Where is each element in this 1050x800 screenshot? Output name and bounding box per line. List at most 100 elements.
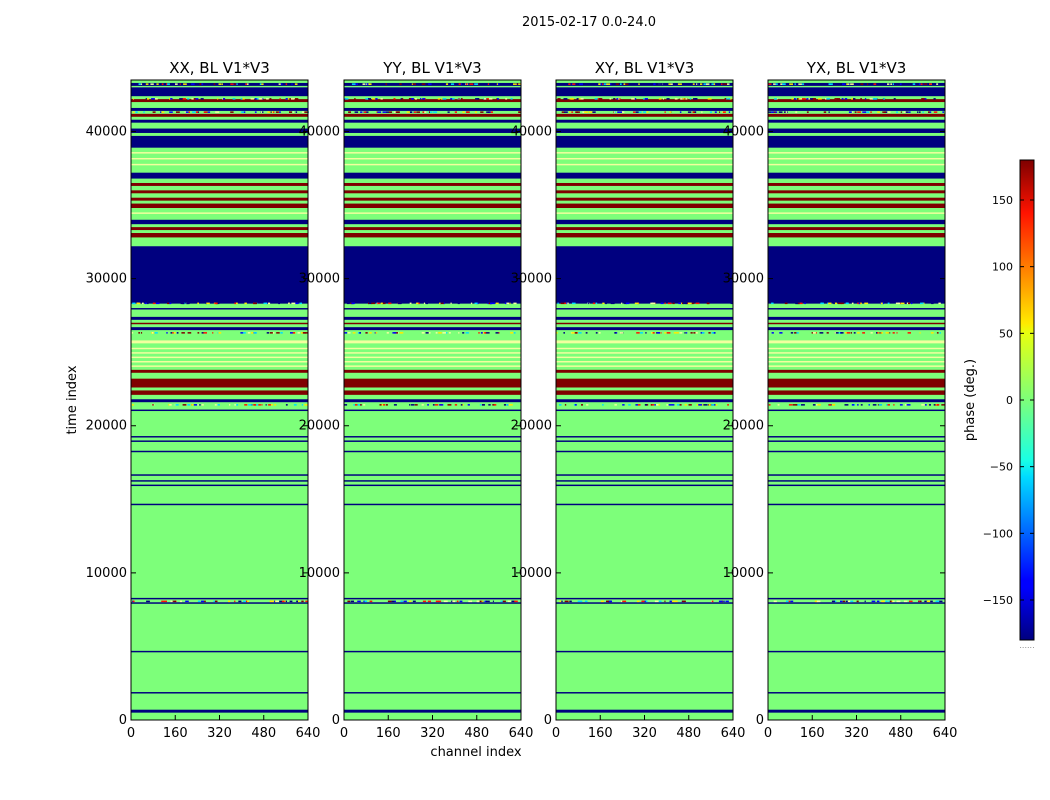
phase-speckle bbox=[853, 332, 856, 334]
phase-speckle bbox=[942, 111, 944, 113]
phase-speckle bbox=[786, 600, 789, 603]
phase-speckle bbox=[672, 302, 675, 305]
phase-band bbox=[131, 340, 308, 344]
phase-band bbox=[344, 135, 521, 148]
phase-speckle bbox=[271, 332, 275, 334]
phase-speckle bbox=[192, 111, 196, 113]
phase-speckle bbox=[609, 98, 612, 100]
phase-speckle bbox=[887, 83, 890, 85]
phase-speckle bbox=[640, 332, 643, 334]
phase-band bbox=[556, 474, 733, 476]
phase-speckle bbox=[924, 98, 927, 100]
phase-speckle bbox=[385, 83, 387, 85]
phase-speckle bbox=[660, 302, 664, 305]
x-tick-label: 640 bbox=[721, 726, 746, 741]
phase-speckle bbox=[621, 111, 625, 113]
phase-speckle bbox=[692, 111, 696, 113]
phase-speckle bbox=[837, 302, 842, 305]
phase-speckle bbox=[182, 404, 187, 406]
phase-speckle bbox=[292, 332, 296, 334]
phase-speckle bbox=[847, 83, 850, 85]
phase-speckle bbox=[420, 98, 422, 100]
phase-speckle bbox=[465, 332, 469, 334]
phase-speckle bbox=[459, 600, 463, 603]
phase-speckle bbox=[294, 83, 298, 85]
phase-speckle bbox=[383, 404, 386, 406]
phase-speckle bbox=[790, 332, 794, 334]
phase-speckle bbox=[598, 332, 601, 334]
phase-speckle bbox=[594, 98, 598, 100]
phase-speckle bbox=[847, 600, 852, 603]
phase-band bbox=[131, 436, 308, 438]
phase-speckle bbox=[354, 98, 356, 100]
phase-speckle bbox=[422, 111, 425, 113]
phase-speckle bbox=[414, 404, 418, 406]
phase-speckle bbox=[200, 600, 204, 603]
phase-speckle bbox=[458, 332, 460, 334]
phase-band bbox=[131, 369, 308, 373]
y-tick-label: 10000 bbox=[723, 566, 764, 581]
phase-band bbox=[556, 352, 733, 354]
phase-speckle bbox=[605, 302, 607, 305]
phase-band bbox=[344, 227, 521, 231]
phase-speckle bbox=[240, 332, 245, 334]
phase-band bbox=[768, 327, 945, 331]
phase-speckle bbox=[790, 600, 794, 603]
phase-band bbox=[768, 113, 945, 117]
phase-band bbox=[556, 399, 733, 403]
phase-speckle bbox=[135, 111, 138, 113]
phase-speckle bbox=[671, 600, 676, 603]
phase-speckle bbox=[711, 600, 714, 603]
phase-speckle bbox=[251, 332, 254, 334]
phase-speckle bbox=[680, 98, 683, 100]
phase-speckle bbox=[281, 600, 285, 603]
phase-speckle bbox=[427, 404, 429, 406]
phase-speckle bbox=[559, 404, 562, 406]
phase-speckle bbox=[428, 111, 433, 113]
phase-speckle bbox=[842, 83, 846, 85]
phase-band bbox=[131, 484, 308, 487]
phase-speckle bbox=[391, 600, 395, 603]
phase-speckle bbox=[475, 98, 479, 100]
phase-speckle bbox=[638, 83, 640, 85]
phase-speckle bbox=[728, 98, 731, 100]
phase-speckle bbox=[352, 332, 356, 334]
phase-speckle bbox=[369, 600, 373, 603]
y-tick-label: 40000 bbox=[86, 124, 127, 139]
phase-band bbox=[131, 692, 308, 694]
phase-speckle bbox=[518, 111, 521, 113]
phase-speckle bbox=[197, 332, 200, 334]
phase-speckle bbox=[775, 111, 778, 113]
phase-speckle bbox=[592, 302, 596, 305]
phase-band bbox=[344, 190, 521, 194]
phase-speckle bbox=[603, 83, 608, 85]
phase-band bbox=[131, 322, 308, 325]
phase-speckle bbox=[862, 332, 865, 334]
phase-speckle bbox=[505, 98, 508, 100]
phase-speckle bbox=[488, 98, 493, 100]
phase-band bbox=[768, 340, 945, 344]
phase-speckle bbox=[214, 600, 218, 603]
phase-speckle bbox=[723, 83, 727, 85]
phase-speckle bbox=[400, 98, 402, 100]
phase-band bbox=[768, 365, 945, 367]
phase-speckle bbox=[215, 111, 220, 113]
phase-band bbox=[131, 87, 308, 97]
phase-speckle bbox=[374, 98, 378, 100]
phase-speckle bbox=[482, 332, 485, 334]
phase-speckle bbox=[578, 98, 581, 100]
phase-speckle bbox=[613, 83, 616, 85]
phase-speckle bbox=[557, 98, 561, 100]
phase-speckle bbox=[801, 83, 805, 85]
phase-speckle bbox=[906, 404, 911, 406]
colorbar-tick-label: −150 bbox=[983, 594, 1013, 607]
phase-speckle bbox=[213, 83, 216, 85]
phase-band bbox=[556, 308, 733, 310]
phase-band bbox=[344, 352, 521, 354]
phase-band bbox=[131, 157, 308, 160]
phase-speckle bbox=[664, 600, 666, 603]
phase-speckle bbox=[662, 83, 666, 85]
phase-speckle bbox=[920, 600, 922, 603]
phase-speckle bbox=[351, 302, 355, 305]
phase-speckle bbox=[456, 600, 459, 603]
